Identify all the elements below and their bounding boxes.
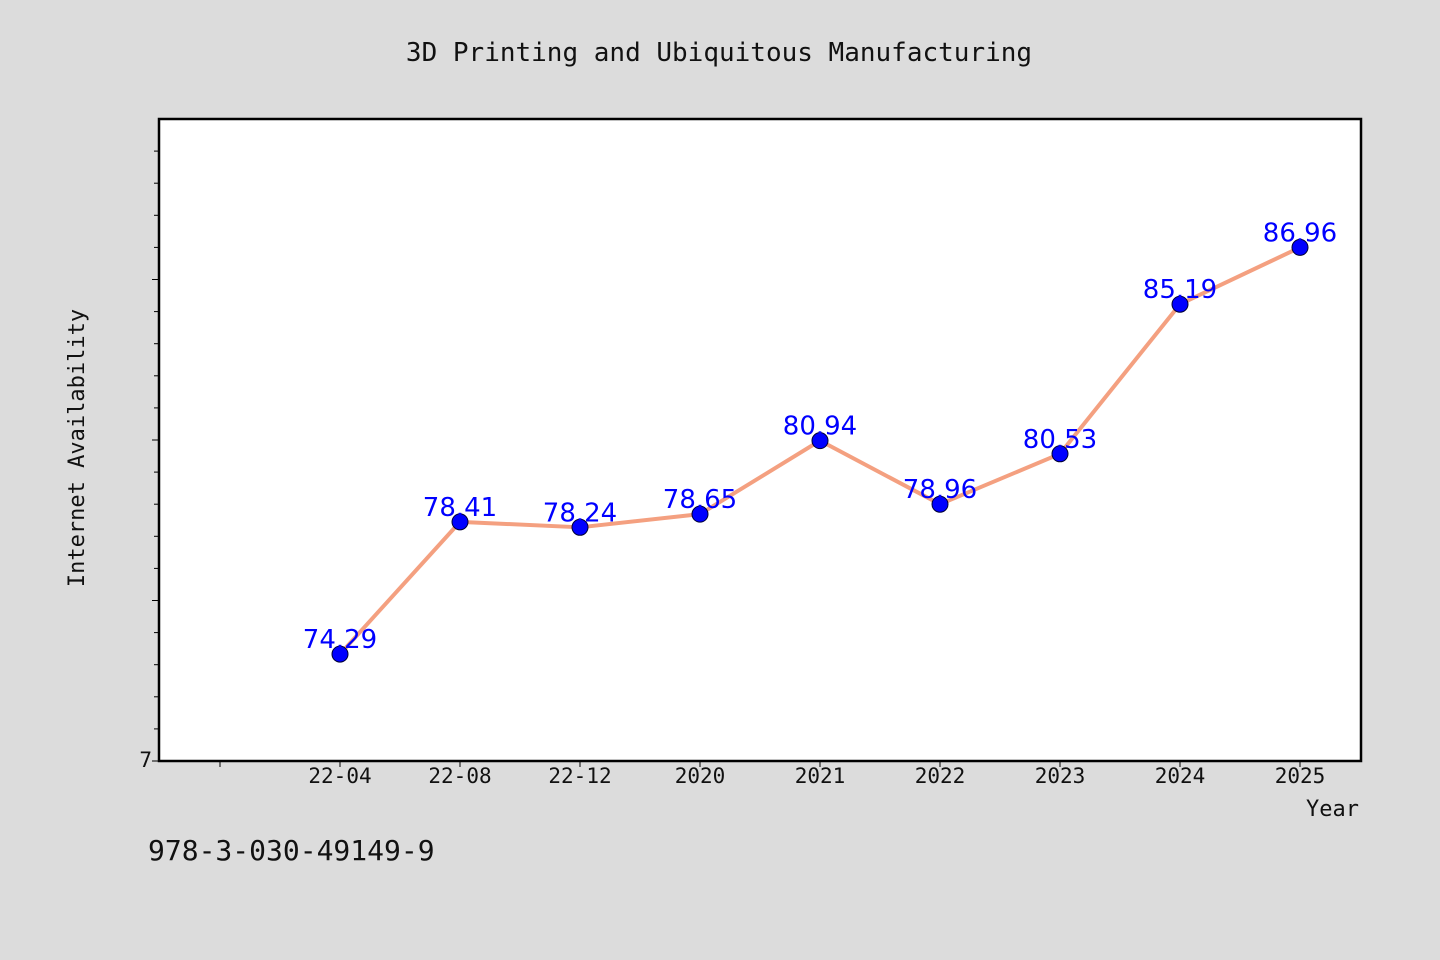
x-tick-label: 2020 [675,764,726,788]
data-label: 78.24 [543,498,617,528]
data-point [331,645,349,663]
x-axis-tick-labels: 22-04 22-08 22-12 2020 2021 2022 2023 2024 2025 [308,764,1325,788]
x-tick-label: 22-08 [428,764,491,788]
data-point [451,513,469,531]
data-label: 80.94 [783,412,857,442]
data-label: 80.53 [1023,425,1097,455]
data-labels: 74.29 78.41 78.24 78.65 80.94 78.96 80.53 85.19… [303,218,1337,655]
data-label: 78.65 [663,485,737,515]
data-label: 74.29 [303,625,377,655]
data-label: 78.96 [903,475,977,505]
data-point [1171,295,1189,313]
data-point [811,432,829,450]
x-tick-label: 22-04 [308,764,371,788]
x-tick-label: 2025 [1275,764,1326,788]
x-tick-label: 2023 [1035,764,1086,788]
x-axis-ticks [219,761,1301,767]
y-axis-ticks [152,150,159,762]
data-label: 78.41 [423,493,497,523]
data-point [1291,238,1309,256]
plot-area [157,117,1363,763]
data-point [691,505,709,523]
x-tick-label: 2021 [795,764,846,788]
x-tick-label: 2024 [1155,764,1206,788]
x-axis-title: Year [1306,797,1359,822]
data-point [931,495,949,513]
x-tick-label: 22-12 [548,764,611,788]
chart-title: 3D Printing and Ubiquitous Manufacturing [406,38,1032,68]
data-point [1051,445,1069,463]
y-tick-label: 7 [139,748,152,772]
data-label: 85.19 [1143,275,1217,305]
x-tick-label: 2022 [915,764,966,788]
data-point [571,518,589,536]
isbn-footer: 978-3-030-49149-9 [148,834,435,867]
data-label: 86.96 [1263,218,1337,248]
data-points [331,238,1309,663]
y-axis-title: Internet Availability [65,309,90,587]
